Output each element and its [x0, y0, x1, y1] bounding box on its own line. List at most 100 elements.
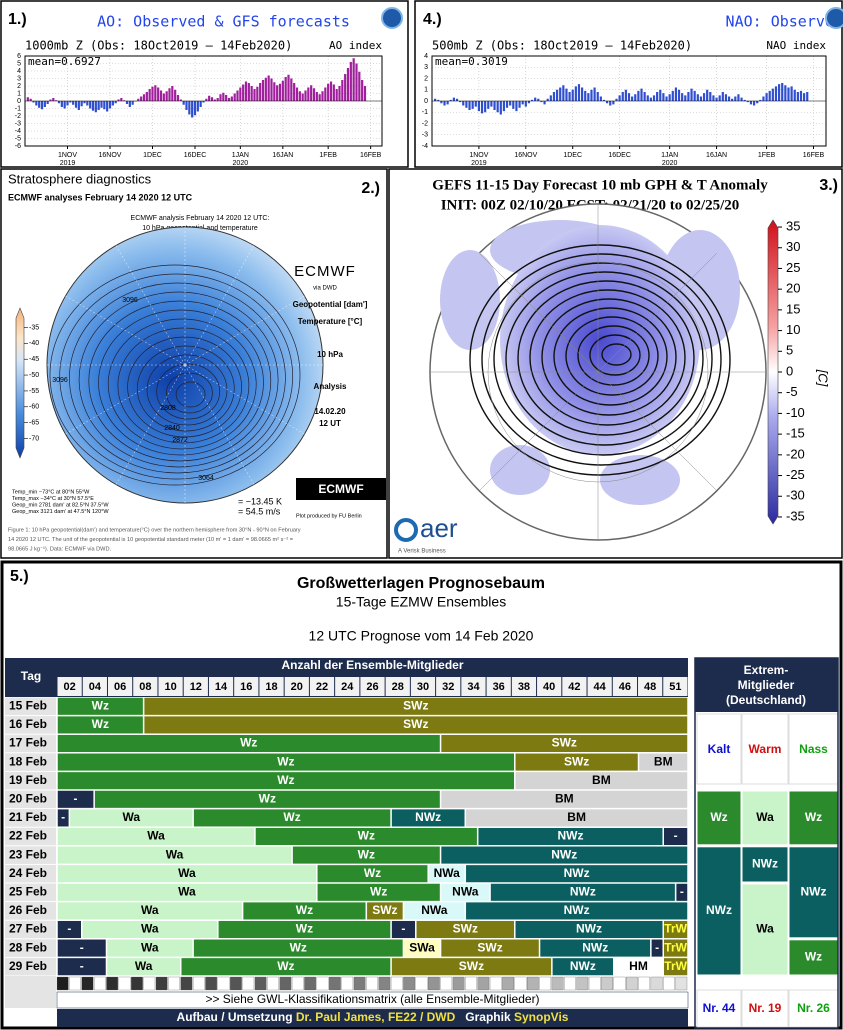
column-header: Tag — [21, 669, 41, 683]
bar — [355, 63, 358, 101]
member-tick-cell — [410, 677, 436, 696]
y-tick-label: 6 — [17, 53, 21, 60]
bar — [530, 99, 534, 101]
bar — [696, 94, 699, 101]
segment-label: BM — [592, 773, 611, 787]
bar — [474, 101, 477, 107]
link[interactable]: >> Siehe GWL-Klassifikationsmatrix (alle… — [205, 992, 539, 1006]
member-tick-cell — [82, 677, 107, 696]
colorbar-label: -35 — [786, 508, 805, 523]
bar — [768, 90, 771, 101]
colorbar-unit: [C] — [816, 369, 831, 387]
segment-label: Wz — [296, 903, 313, 917]
contour-label: 3064 — [198, 475, 214, 482]
year-label: 2019 — [60, 160, 76, 167]
x-tick-label: 16FEB — [360, 152, 382, 159]
checker — [452, 976, 465, 991]
bar — [746, 101, 749, 103]
checker — [378, 976, 391, 991]
bar — [624, 89, 627, 101]
colorbar-label: -50 — [29, 372, 39, 379]
checker — [69, 976, 81, 991]
segment — [57, 846, 292, 865]
bar — [43, 101, 46, 107]
member-tick-cell — [107, 677, 133, 696]
checker — [403, 976, 415, 991]
bar — [46, 101, 49, 104]
segment-label: BM — [567, 810, 586, 824]
checker — [440, 976, 453, 991]
bar — [512, 101, 515, 109]
segment-label: BM — [654, 754, 673, 768]
extreme-block-label: Wz — [710, 810, 727, 824]
bar — [737, 94, 740, 101]
member-tick-cell — [335, 677, 360, 696]
parallel — [487, 261, 709, 483]
checker — [131, 976, 143, 991]
bar — [199, 101, 202, 107]
meridian — [184, 364, 305, 435]
day-cell — [5, 976, 56, 1008]
segment — [465, 901, 688, 920]
mean-label: mean=0.6927 — [28, 55, 101, 68]
member-tick-cell — [57, 677, 82, 696]
contour — [469, 244, 731, 476]
segment — [663, 827, 688, 846]
x-tick-label: 16NOV — [514, 152, 537, 159]
member-tick: 51 — [669, 681, 681, 693]
bar — [38, 101, 41, 108]
bar — [89, 101, 92, 109]
member-tick-cell — [360, 677, 385, 696]
colorbar-label: 20 — [786, 281, 800, 296]
segment — [552, 957, 614, 976]
x-tick-label: 1NOV — [469, 152, 488, 159]
bar — [540, 101, 543, 103]
bar — [549, 95, 552, 101]
y-tick-label: 1 — [424, 87, 428, 94]
extreme-header-line: Mitglieder — [738, 678, 795, 692]
checker — [242, 976, 255, 991]
bar — [321, 91, 324, 101]
bar — [480, 101, 484, 114]
extreme-block-label: Wz — [805, 950, 822, 964]
bar — [327, 83, 330, 101]
caption: 98.0665 J kg⁻¹). Data: ECMWF via DWD. — [8, 546, 111, 552]
bar — [606, 101, 609, 104]
y-tick-label: -3 — [15, 120, 21, 127]
meridian — [184, 245, 255, 366]
member-tick: 40 — [543, 681, 555, 693]
y-tick-label: 1 — [17, 90, 21, 97]
member-tick: 20 — [291, 681, 303, 693]
segment — [440, 734, 688, 753]
segment-label: NWz — [570, 884, 596, 898]
bar — [681, 93, 684, 101]
bar — [352, 58, 355, 101]
x-tick-label: 16DEC — [608, 152, 631, 159]
contour — [481, 253, 722, 466]
y-tick-label: -3 — [422, 132, 428, 139]
member-tick-cell — [133, 677, 158, 696]
segment — [57, 790, 94, 809]
bar — [140, 96, 143, 101]
bar — [69, 101, 72, 103]
segment — [663, 957, 688, 976]
bar — [29, 98, 32, 101]
segment — [477, 827, 664, 846]
contour-label: 2872 — [172, 437, 188, 444]
checker — [613, 976, 626, 991]
segment — [651, 939, 664, 958]
member-tick: 02 — [63, 681, 75, 693]
table-subtitle: 15-Tage EZMW Ensembles — [336, 594, 506, 610]
segment — [57, 957, 107, 976]
checker — [254, 976, 267, 991]
bar — [571, 89, 574, 101]
member-tick-cell — [663, 677, 688, 696]
segment — [106, 939, 193, 958]
segment — [465, 808, 688, 827]
member-tick: 22 — [316, 681, 328, 693]
bar — [148, 89, 151, 101]
bar — [796, 92, 799, 101]
bar — [565, 88, 568, 101]
day-cell — [5, 939, 56, 957]
bar — [259, 83, 262, 101]
